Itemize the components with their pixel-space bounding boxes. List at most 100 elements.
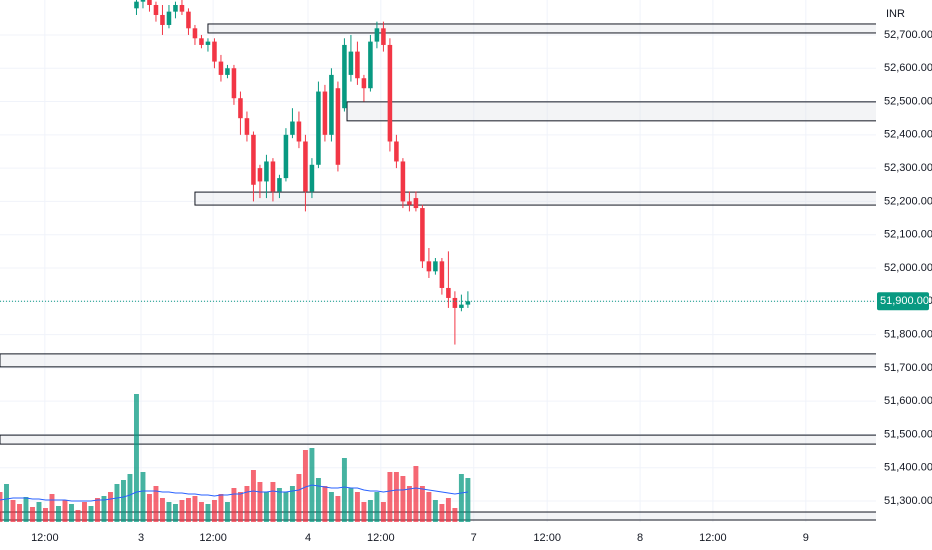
volume-bar — [4, 484, 9, 522]
volume-bar — [328, 492, 334, 522]
currency-label: INR — [886, 8, 905, 20]
candle-body — [264, 161, 269, 182]
volume-bar — [296, 474, 302, 522]
candle-body — [309, 164, 315, 192]
candle-body — [329, 74, 334, 135]
volume-bar — [387, 472, 393, 522]
candle-body — [199, 38, 204, 45]
zone — [0, 511, 876, 521]
volume-bar — [406, 486, 412, 522]
volume-bar — [205, 504, 211, 522]
last-price-box — [877, 292, 929, 311]
candle-body — [322, 91, 328, 135]
y-tick-label: 51,400.00 — [884, 462, 932, 474]
candle-body — [238, 98, 243, 119]
volume-bar — [140, 472, 146, 522]
candle-body — [134, 1, 139, 9]
volume-bar — [121, 480, 126, 522]
candle-body — [231, 68, 237, 99]
candle-body — [426, 261, 432, 272]
volume-bar — [108, 492, 113, 522]
x-tick-label: 9 — [803, 532, 809, 544]
volume-bar — [237, 492, 243, 522]
volume-bar — [30, 507, 35, 522]
volume-bar — [75, 510, 81, 522]
volume-bar — [283, 492, 289, 522]
y-tick-label: 52,100.00 — [884, 229, 932, 241]
volume-bar — [400, 476, 406, 522]
candle-body — [335, 88, 341, 165]
volume-bar — [413, 466, 419, 522]
volume-bar — [159, 498, 165, 522]
x-tick-label: 12:00 — [533, 532, 561, 544]
y-tick-label: 51,300.00 — [884, 495, 932, 507]
volume-bar — [23, 497, 29, 522]
volume-bar — [426, 492, 432, 522]
volume-bar — [17, 504, 22, 522]
volume-bar — [127, 474, 133, 522]
y-tick-label: 51,800.00 — [884, 328, 932, 340]
volume-bar — [10, 500, 16, 522]
candle-body — [348, 51, 354, 75]
candle-body — [394, 141, 399, 162]
volume-bar — [172, 504, 178, 522]
candle-body — [153, 4, 159, 15]
volume-bar — [146, 494, 152, 522]
candle-body — [212, 41, 217, 62]
y-tick-label: 52,600.00 — [884, 62, 932, 74]
x-tick-label: 12:00 — [367, 532, 395, 544]
candle-body — [257, 168, 263, 182]
candle-body — [290, 121, 295, 135]
volume-bar — [367, 500, 373, 522]
candle-body — [433, 261, 438, 272]
x-tick-label: 7 — [471, 532, 477, 544]
zone — [207, 23, 876, 34]
volume-ma-line — [0, 484, 468, 502]
candle-body — [160, 14, 165, 25]
candle-body — [368, 41, 373, 89]
volume-bar — [276, 488, 282, 522]
candle-body — [387, 44, 393, 142]
volume-bar — [341, 458, 347, 522]
volume-bar — [452, 508, 458, 522]
candle-body — [147, 0, 152, 5]
candle-body — [277, 178, 282, 192]
zone — [0, 434, 876, 445]
candle-body — [439, 261, 445, 288]
candle-body — [316, 91, 321, 165]
volume-bar — [348, 488, 354, 522]
x-tick-label: 3 — [138, 532, 144, 544]
y-tick-label: 52,700.00 — [884, 29, 932, 41]
volume-bar — [354, 492, 360, 522]
zone — [194, 191, 876, 206]
volume-bar — [95, 498, 100, 522]
volume-bar — [289, 486, 295, 522]
candle-body — [218, 61, 224, 75]
volume-bar — [198, 502, 204, 522]
x-tick-label: 12:00 — [199, 532, 227, 544]
x-tick-label: 12:00 — [699, 532, 727, 544]
zone — [0, 353, 876, 368]
candle-body — [296, 121, 302, 142]
volume-bar — [374, 492, 380, 522]
price-axis: 51,300.00 51,400.00 51,500.00 51,600.00 51,7… — [31, 29, 932, 544]
candle-body — [452, 297, 458, 308]
volume-bar — [62, 500, 68, 522]
volume-bar — [192, 496, 198, 522]
candle-body — [251, 134, 256, 185]
volume-bar — [465, 478, 471, 522]
x-tick-label: 8 — [637, 532, 643, 544]
volume-bar — [263, 492, 269, 522]
volume-bar — [185, 498, 191, 522]
volume-bar — [257, 482, 263, 522]
candle-body — [173, 4, 178, 12]
volume-bar — [439, 504, 445, 522]
y-tick-label: 51,700.00 — [884, 362, 932, 374]
volume-bar — [432, 500, 438, 522]
candle-body — [179, 4, 185, 12]
volume-bar — [211, 500, 217, 522]
volume-bar — [393, 472, 399, 522]
y-tick-label: 52,300.00 — [884, 162, 932, 174]
volume-bar — [49, 494, 55, 522]
y-tick-label: 52,000.00 — [884, 262, 932, 274]
